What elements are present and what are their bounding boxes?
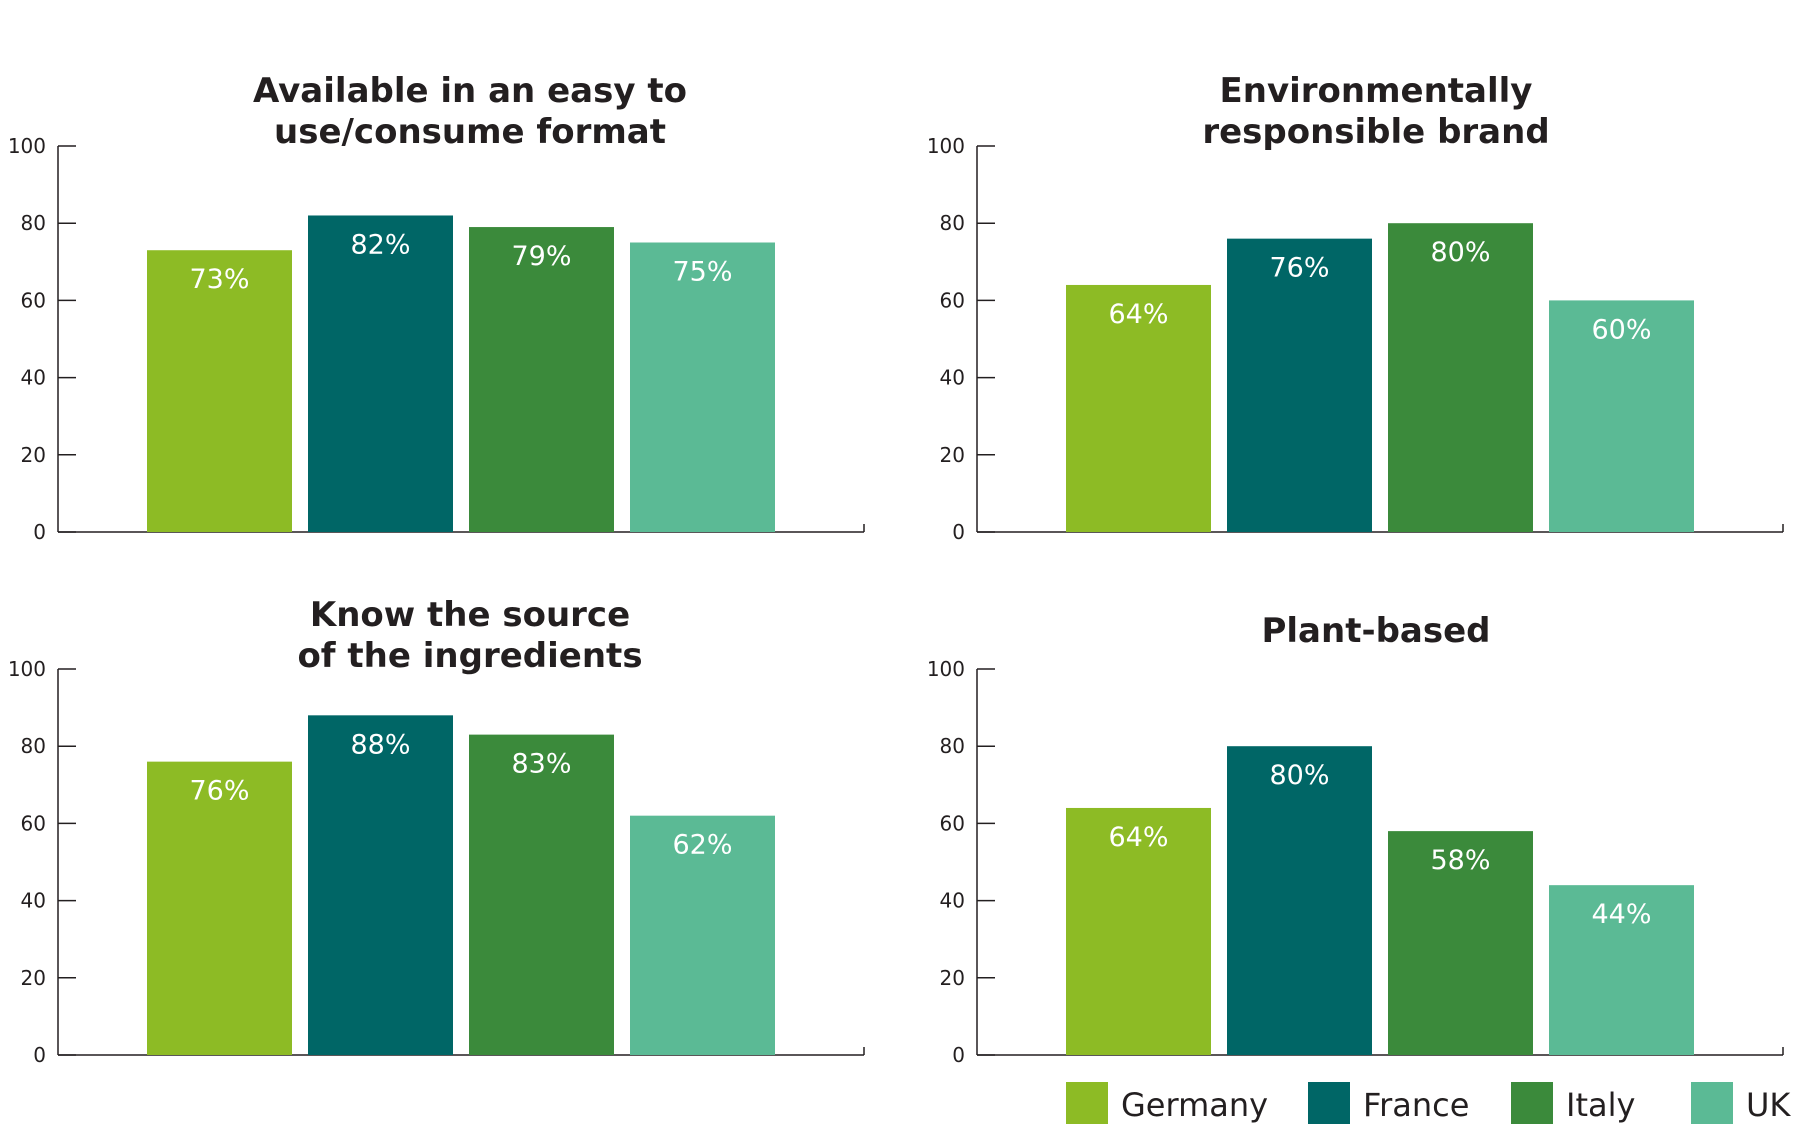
y-tick-label: 100 <box>8 657 46 681</box>
y-tick-label: 40 <box>940 366 965 390</box>
bar-germany <box>1066 807 1211 1055</box>
y-tick-label: 100 <box>927 134 965 158</box>
bar-italy <box>469 227 614 532</box>
bar-data-label: 88% <box>350 729 410 760</box>
chart-title-line: responsible brand <box>1202 112 1549 152</box>
y-tick-label: 60 <box>940 288 965 312</box>
legend-label: Italy <box>1566 1086 1635 1124</box>
bar-germany <box>1066 284 1211 532</box>
y-tick-label: 80 <box>21 211 46 235</box>
y-tick-label: 0 <box>33 1043 46 1067</box>
y-tick-label: 40 <box>21 889 46 913</box>
bar-uk <box>1549 300 1694 532</box>
bar-data-label: 64% <box>1108 299 1168 330</box>
bar-data-label: 60% <box>1591 314 1651 345</box>
chart-title-line: Available in an easy to <box>253 71 687 111</box>
y-tick-label: 60 <box>940 811 965 835</box>
y-tick-label: 40 <box>940 889 965 913</box>
bar-data-label: 83% <box>511 749 571 780</box>
legend-label: Germany <box>1121 1086 1268 1124</box>
bar-data-label: 76% <box>189 776 249 807</box>
y-tick-label: 40 <box>21 366 46 390</box>
bar-uk <box>630 242 775 532</box>
bar-data-label: 79% <box>511 241 571 272</box>
y-tick-label: 20 <box>21 443 46 467</box>
bar-data-label: 44% <box>1591 899 1651 930</box>
legend-label: UK <box>1746 1086 1791 1124</box>
bar-france <box>308 215 453 533</box>
legend-swatch-france <box>1308 1082 1350 1124</box>
y-tick-label: 20 <box>940 966 965 990</box>
y-tick-label: 100 <box>8 134 46 158</box>
bar-data-label: 58% <box>1430 845 1490 876</box>
y-tick-label: 0 <box>33 520 46 544</box>
legend: Germany France Italy UK <box>1066 1082 1791 1124</box>
bar-data-label: 76% <box>1269 253 1329 284</box>
y-tick-label: 20 <box>940 443 965 467</box>
chart-title-line: Environmentally <box>1220 71 1533 111</box>
bar-uk <box>1549 885 1694 1055</box>
y-tick-label: 60 <box>21 288 46 312</box>
y-tick-label: 0 <box>952 1043 965 1067</box>
bar-data-label: 80% <box>1430 237 1490 268</box>
chart-title-line: Know the source <box>310 595 630 635</box>
bar-france <box>308 715 453 1055</box>
chart-title-line: of the ingredients <box>297 636 642 676</box>
bar-france <box>1227 746 1372 1055</box>
bar-france <box>1227 238 1372 532</box>
bar-data-label: 75% <box>672 257 732 288</box>
legend-swatch-uk <box>1691 1082 1733 1124</box>
bar-italy <box>469 734 614 1055</box>
y-tick-label: 20 <box>21 966 46 990</box>
bar-data-label: 62% <box>672 830 732 861</box>
bar-italy <box>1388 223 1533 532</box>
bar-chart-panel: Plant-based 0 20 40 60 80 100 64% 80% 58% 44% <box>927 611 1784 1067</box>
y-tick-label: 60 <box>21 811 46 835</box>
bar-data-label: 73% <box>189 264 249 295</box>
bar-germany <box>147 761 292 1055</box>
bar-data-label: 82% <box>350 229 410 260</box>
legend-swatch-italy <box>1511 1082 1553 1124</box>
bar-italy <box>1388 831 1533 1055</box>
chart-title-line: Plant-based <box>1261 611 1490 651</box>
bar-germany <box>147 250 292 532</box>
bar-data-label: 64% <box>1108 822 1168 853</box>
y-tick-label: 0 <box>952 520 965 544</box>
legend-swatch-germany <box>1066 1082 1108 1124</box>
legend-label: France <box>1363 1086 1469 1124</box>
chart-title-line: use/consume format <box>274 112 666 152</box>
y-tick-label: 80 <box>940 211 965 235</box>
y-tick-label: 80 <box>21 734 46 758</box>
bar-uk <box>630 815 775 1055</box>
bar-data-label: 80% <box>1269 760 1329 791</box>
y-tick-label: 80 <box>940 734 965 758</box>
y-tick-label: 100 <box>927 657 965 681</box>
